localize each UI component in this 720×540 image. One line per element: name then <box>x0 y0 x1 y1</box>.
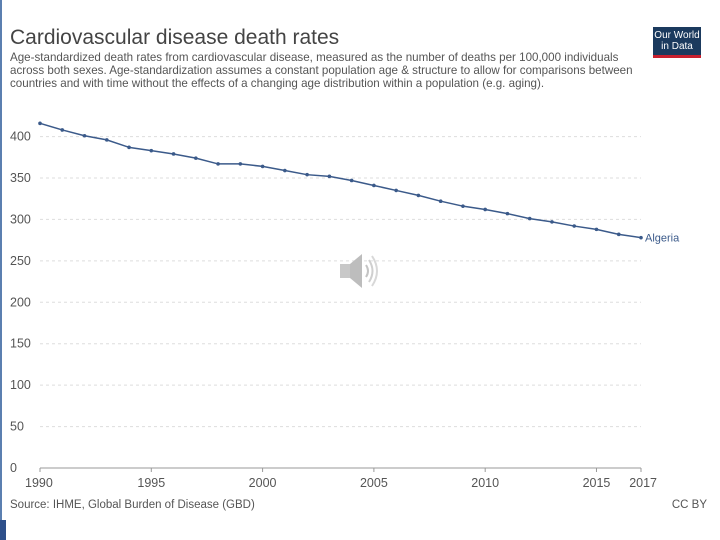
data-point <box>238 162 243 166</box>
logo-line-1: Our World <box>654 30 700 41</box>
data-point <box>349 178 354 183</box>
data-point <box>260 164 265 169</box>
data-point <box>104 138 109 142</box>
data-point <box>527 216 532 221</box>
data-point <box>327 174 332 179</box>
data-point <box>616 232 621 237</box>
y-tick-label: 250 <box>10 254 31 268</box>
y-tick-label: 400 <box>10 130 31 144</box>
our-world-in-data-logo: Our World in Data <box>653 27 701 58</box>
x-tick-label: 2010 <box>471 476 499 490</box>
data-point <box>171 152 176 156</box>
data-point <box>438 199 443 203</box>
x-tick-label: 2000 <box>249 476 277 490</box>
y-axis-tick-labels: 0 50 100 150 200 250 300 350 400 <box>10 130 31 475</box>
logo-line-2: in Data <box>661 41 693 52</box>
data-point <box>416 193 421 198</box>
series-label: Algeria <box>645 233 680 245</box>
chart-subtitle: Age-standardized death rates from cardio… <box>10 51 633 91</box>
data-point <box>483 207 487 212</box>
license-label: CC BY <box>671 499 707 511</box>
x-tick-label: 1990 <box>25 476 53 490</box>
y-tick-label: 0 <box>10 461 17 475</box>
x-tick-label: 1995 <box>137 476 165 490</box>
y-tick-label: 150 <box>10 337 31 351</box>
chart-title: Cardiovascular disease death rates <box>10 26 340 49</box>
y-tick-label: 50 <box>10 420 24 434</box>
y-tick-label: 300 <box>10 212 31 226</box>
data-point <box>305 172 309 177</box>
chart-source: Source: IHME, Global Burden of Disease (… <box>10 499 255 511</box>
slide-frame-bottom-accent <box>0 520 6 540</box>
data-point <box>394 188 398 193</box>
data-point <box>594 227 599 232</box>
data-point <box>194 156 198 160</box>
x-tick-label: 2017 <box>629 476 657 490</box>
data-point <box>82 133 87 138</box>
x-tick-label: 2005 <box>360 476 388 490</box>
data-point <box>505 211 510 216</box>
data-point <box>461 204 465 208</box>
slide-frame-left-border <box>0 0 2 540</box>
data-point <box>639 235 643 240</box>
data-point <box>127 145 131 150</box>
y-tick-label: 100 <box>10 378 31 392</box>
speaker-icon <box>340 254 378 288</box>
data-point <box>572 224 577 228</box>
x-tick-label: 2015 <box>583 476 611 490</box>
data-point <box>372 183 376 188</box>
x-axis-tick-labels: 1990 1995 2000 2005 2010 2015 2017 <box>25 468 657 490</box>
data-point <box>38 121 42 126</box>
y-tick-label: 350 <box>10 171 31 185</box>
data-point <box>283 168 287 173</box>
data-point <box>216 162 220 166</box>
grid-lines <box>40 136 641 428</box>
series-layer: Algeria <box>38 121 680 245</box>
data-point <box>149 148 154 153</box>
series-line <box>39 122 642 239</box>
data-point <box>60 128 65 132</box>
audio-speaker-button[interactable] <box>338 250 386 294</box>
y-tick-label: 200 <box>10 295 31 309</box>
data-point <box>550 220 554 224</box>
